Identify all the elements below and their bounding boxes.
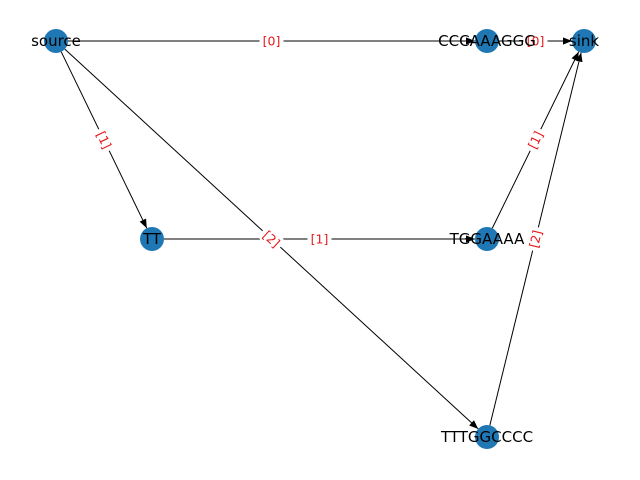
edge-label-background [523,125,548,155]
node-source [44,29,68,53]
edge-label-text: [1] [93,129,114,151]
edge-labels: [0] [0][1][2] [1][1][2] [91,33,548,254]
node-tggaaaa [475,227,499,251]
node-label-sink: sink [569,32,599,50]
node-tt [140,227,164,251]
node-sink [572,29,596,53]
edge-label-text: [2] [526,229,545,250]
edge-label-background [307,231,332,247]
edge-label-cccaaaggg-to-sink: [0] [523,33,548,49]
edge-label-text: [0] [527,34,545,49]
edge-label-text: [1] [525,129,546,152]
edge-label-text: [1] [311,232,329,247]
edge-label-tttggcccc-to-sink: [2] [524,225,547,253]
node-label-tt: TT [142,230,162,248]
node-label-cccaaaggg: CCCAAAGGG [438,32,536,50]
node-tttggcccc [475,425,499,449]
edge-label-background [91,125,117,155]
node-label-source: source [31,32,81,50]
edge-label-source-to-tt: [1] [91,125,117,155]
node-labels: source CCCAAAGGG sink TT TGGAAAA TTTGGCCCC [31,32,599,446]
edge-label-text: [0] [263,34,281,49]
edge-label-tt-to-tggaaaa: [1] [307,231,332,247]
node-label-tggaaaa: TGGAAAA [449,230,525,248]
edge-label-source-to-cccaaaggg: [0] [259,33,284,49]
nodes [44,29,596,449]
edge-label-tggaaaa-to-sink: [1] [523,125,548,155]
edge-label-background [523,33,548,49]
edge-label-background [524,225,547,253]
node-label-tttggcccc: TTTGGCCCC [440,428,533,446]
edge-label-background [257,224,286,254]
edge-label-background [259,33,284,49]
node-cccaaaggg [475,29,499,53]
